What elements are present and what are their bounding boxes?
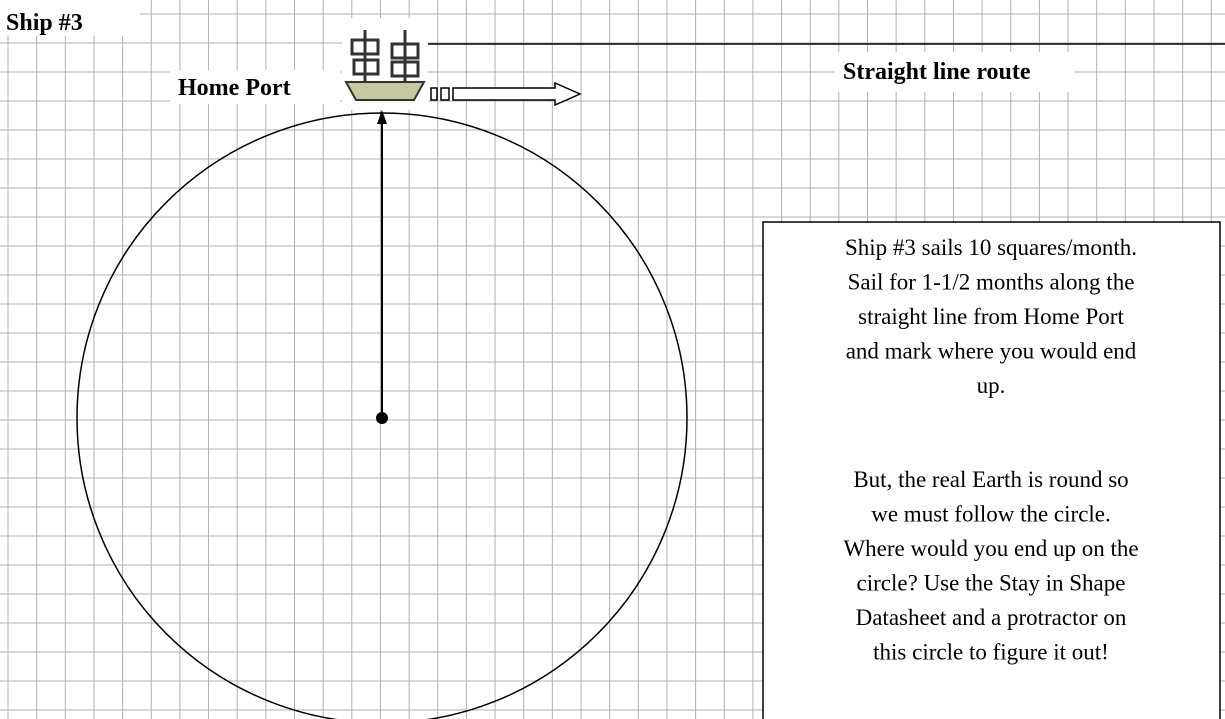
home-port-label: Home Port bbox=[178, 75, 291, 101]
instruction-line: Where would you end up on the bbox=[843, 536, 1138, 561]
route-label: Straight line route bbox=[843, 59, 1031, 85]
radius-arrowhead bbox=[377, 110, 387, 124]
title: Ship #3 bbox=[6, 10, 83, 36]
ship-icon bbox=[342, 18, 428, 110]
instruction-line: this circle to figure it out! bbox=[873, 640, 1109, 665]
worksheet: Ship #3 Home Port Straight line route Sh… bbox=[0, 0, 1225, 719]
instruction-line: Sail for 1-1/2 months along the bbox=[848, 270, 1135, 295]
instruction-line: and mark where you would end bbox=[846, 339, 1137, 364]
instruction-line: But, the real Earth is round so bbox=[853, 467, 1128, 492]
instruction-line: up. bbox=[977, 373, 1006, 398]
instruction-line: straight line from Home Port bbox=[858, 304, 1124, 329]
instruction-line: Datasheet and a protractor on bbox=[856, 605, 1127, 630]
instruction-line: Ship #3 sails 10 squares/month. bbox=[845, 235, 1137, 260]
center-dot bbox=[376, 412, 388, 424]
direction-arrow bbox=[431, 83, 580, 105]
instruction-line: we must follow the circle. bbox=[871, 502, 1111, 527]
instruction-line: circle? Use the Stay in Shape bbox=[857, 571, 1126, 596]
